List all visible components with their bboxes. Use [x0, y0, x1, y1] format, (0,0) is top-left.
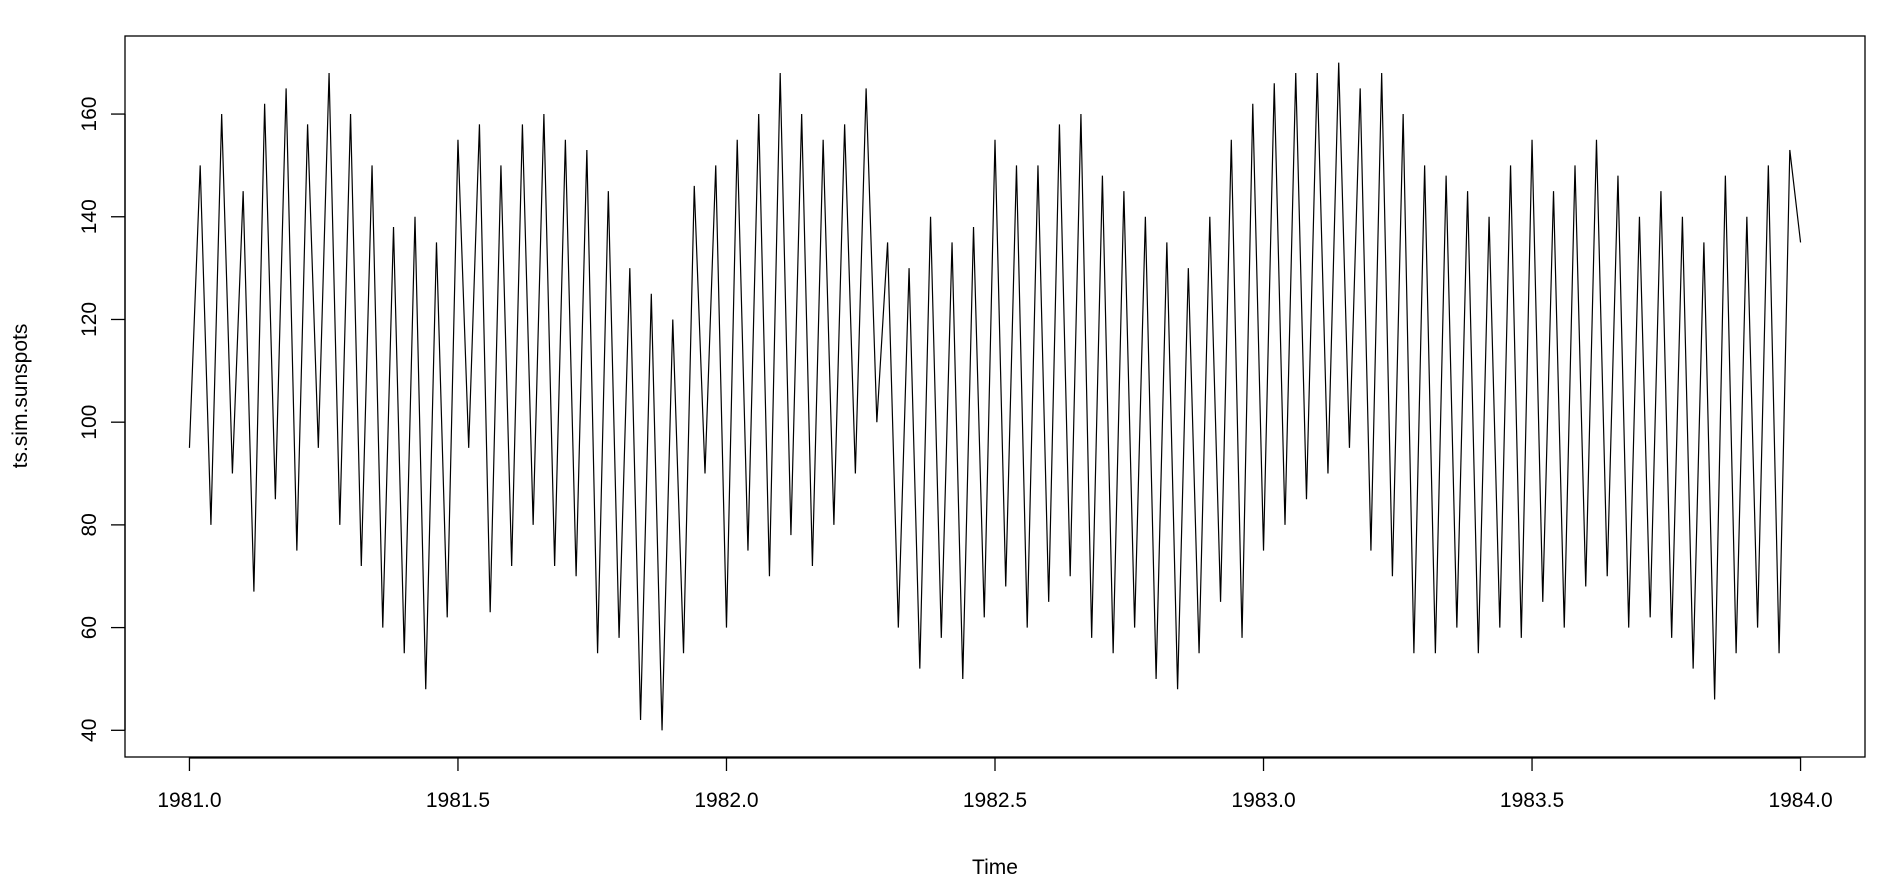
y-tick-label: 80	[78, 513, 101, 536]
x-tick-label: 1981.0	[157, 789, 221, 812]
x-tick-label: 1982.5	[963, 789, 1027, 812]
x-tick-label: 1983.0	[1231, 789, 1295, 812]
x-tick-label: 1981.5	[426, 789, 490, 812]
y-tick-label: 140	[78, 199, 101, 234]
y-tick-label: 40	[78, 719, 101, 742]
series-line	[188, 62, 1802, 731]
x-tick-label: 1984.0	[1768, 789, 1832, 812]
y-tick-label: 160	[78, 97, 101, 132]
x-axis-label: Time	[972, 856, 1018, 879]
y-tick-label: 100	[78, 405, 101, 440]
y-tick-label: 60	[78, 616, 101, 639]
y-tick-label: 120	[78, 302, 101, 337]
x-tick-label: 1982.0	[694, 789, 758, 812]
y-axis-label: ts.sim.sunspots	[9, 324, 32, 469]
x-tick-label: 1983.5	[1500, 789, 1564, 812]
